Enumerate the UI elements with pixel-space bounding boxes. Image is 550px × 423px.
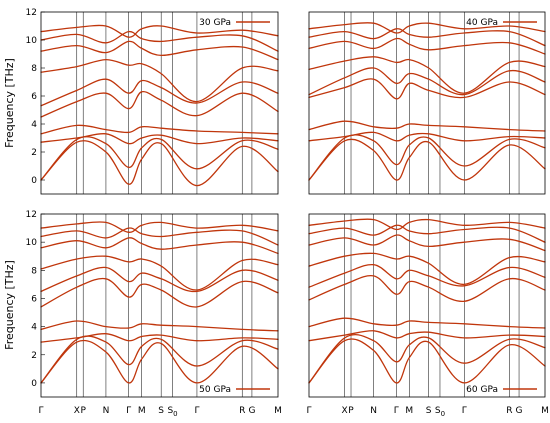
- x-tick-label: R: [506, 406, 512, 416]
- panel-2: 40 GPa: [308, 11, 546, 195]
- x-tick-label: Γ: [306, 406, 311, 416]
- phonon-band: [308, 120, 546, 132]
- x-tick-label: N: [103, 406, 110, 416]
- x-tick-label: M: [274, 406, 282, 416]
- x-tick-label: M: [405, 406, 413, 416]
- phonon-band: [308, 218, 546, 231]
- y-axis-label-top: Frequency [THz]: [3, 58, 16, 148]
- x-tick-label: M: [541, 406, 549, 416]
- phonon-band: [308, 22, 546, 34]
- phonon-band: [40, 339, 279, 384]
- phonon-band: [40, 320, 279, 332]
- x-tick-label: Γ: [462, 406, 467, 416]
- phonon-band: [40, 133, 279, 145]
- y-tick-label: 6: [31, 92, 37, 102]
- plot-frame: [40, 11, 279, 195]
- panel-4: Γ X P N Γ M S S0 Γ R G M60 GPa: [306, 213, 549, 418]
- y-tick-label: 8: [31, 266, 37, 276]
- phonon-band: [308, 28, 546, 47]
- x-tick-label: P: [80, 406, 86, 416]
- plot-frame: [40, 213, 279, 398]
- phonon-band: [308, 56, 546, 94]
- phonon-band: [308, 131, 546, 142]
- phonon-band: [308, 274, 546, 302]
- legend-label: 60 GPa: [466, 385, 498, 395]
- phonon-band: [40, 221, 279, 233]
- phonon-band: [40, 237, 279, 255]
- plot-frame: [308, 11, 546, 195]
- y-tick-label: 12: [26, 8, 37, 18]
- phonon-band: [308, 330, 546, 342]
- phonon-band: [308, 252, 546, 286]
- x-tick-label: Γ: [126, 406, 131, 416]
- phonon-band: [40, 58, 279, 103]
- phonon-band: [308, 317, 546, 329]
- x-tick-label: P: [348, 406, 354, 416]
- phonon-band: [308, 338, 546, 384]
- phonon-band: [40, 78, 279, 107]
- y-tick-label: 0: [31, 176, 37, 186]
- phonon-band: [308, 37, 546, 55]
- phonon-band: [40, 30, 279, 52]
- x-tick-label: R: [239, 406, 245, 416]
- y-tick-label: 2: [31, 351, 37, 361]
- legend-label: 30 GPa: [199, 18, 231, 28]
- phonon-band: [40, 227, 279, 246]
- x-tick-label: X: [74, 406, 80, 416]
- phonon-band: [308, 333, 546, 384]
- x-tick-label: N: [370, 406, 377, 416]
- y-tick-label: 8: [31, 64, 37, 74]
- phonon-band: [40, 255, 279, 291]
- x-tick-label: Γ: [394, 406, 399, 416]
- x-tick-label: X: [342, 406, 348, 416]
- y-tick-label: 2: [31, 148, 37, 158]
- phonon-band: [308, 224, 546, 243]
- phonon-band: [308, 78, 546, 100]
- phonon-band: [308, 234, 546, 252]
- phonon-band: [40, 40, 279, 61]
- panel-1: 0 2 4 6 8 10 12 30 GPa: [26, 8, 279, 195]
- x-tick-label: Γ: [38, 406, 43, 416]
- x-tick-label: S: [158, 406, 164, 416]
- phonon-band: [308, 138, 546, 181]
- y-tick-label: 0: [31, 379, 37, 389]
- y-tick-label: 10: [26, 36, 38, 46]
- phonon-band: [308, 67, 546, 96]
- x-tick-label: G: [516, 406, 523, 416]
- y-tick-label: 4: [31, 120, 37, 130]
- x-tick-label: M: [138, 406, 146, 416]
- y-axis-label-bottom: Frequency [THz]: [3, 260, 16, 350]
- phonon-band: [40, 24, 279, 38]
- y-tick-label: 6: [31, 294, 37, 304]
- phonon-band: [40, 266, 279, 293]
- x-tick-label: G: [248, 406, 255, 416]
- phonon-band: [40, 333, 279, 343]
- phonon-band: [308, 263, 546, 288]
- phonon-band: [40, 124, 279, 135]
- x-tick-label: S0: [167, 406, 177, 418]
- x-tick-label: S: [426, 406, 432, 416]
- x-tick-label: Γ: [194, 406, 199, 416]
- phonon-band: [40, 140, 279, 187]
- x-tick-label: S0: [435, 406, 445, 418]
- legend-label: 50 GPa: [199, 385, 231, 395]
- plot-frame: [308, 213, 546, 398]
- y-tick-label: 12: [26, 210, 37, 220]
- phonon-band: [40, 90, 279, 118]
- phonon-band: [40, 277, 279, 308]
- legend-label: 40 GPa: [466, 18, 498, 28]
- y-tick-label: 10: [26, 238, 38, 248]
- y-tick-label: 4: [31, 323, 37, 333]
